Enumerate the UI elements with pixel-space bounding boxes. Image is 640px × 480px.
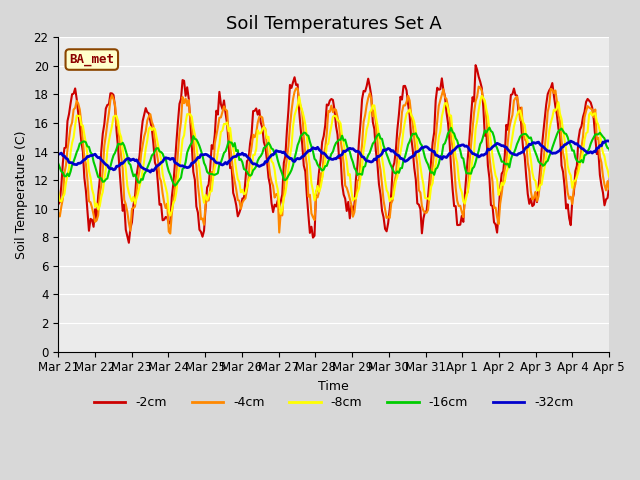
-2cm <box>93 216 100 222</box>
-4cm <box>166 231 174 237</box>
-32cm <box>358 154 366 160</box>
-2cm <box>74 110 82 116</box>
-32cm <box>93 154 100 159</box>
-32cm <box>74 160 82 166</box>
Legend: -2cm, -4cm, -8cm, -16cm, -32cm: -2cm, -4cm, -8cm, -16cm, -32cm <box>89 391 579 414</box>
-8cm <box>93 201 100 206</box>
-2cm <box>125 240 132 246</box>
-2cm <box>472 62 479 68</box>
-16cm <box>93 168 100 174</box>
-4cm <box>54 210 62 216</box>
Line: -16cm: -16cm <box>58 128 640 186</box>
-32cm <box>563 142 570 147</box>
-4cm <box>358 142 366 147</box>
-2cm <box>564 202 572 207</box>
-4cm <box>475 84 483 89</box>
Text: BA_met: BA_met <box>69 53 115 66</box>
-8cm <box>166 213 174 218</box>
-32cm <box>54 151 62 157</box>
-32cm <box>475 154 483 160</box>
Line: -4cm: -4cm <box>58 86 640 234</box>
-16cm <box>475 148 483 154</box>
-4cm <box>74 101 82 107</box>
Y-axis label: Soil Temperature (C): Soil Temperature (C) <box>15 130 28 259</box>
-16cm <box>74 146 82 152</box>
-16cm <box>358 172 366 178</box>
-4cm <box>476 84 484 90</box>
-32cm <box>147 169 154 175</box>
-4cm <box>564 190 572 195</box>
Title: Soil Temperatures Set A: Soil Temperatures Set A <box>226 15 442 33</box>
-8cm <box>54 190 62 195</box>
-8cm <box>358 164 366 169</box>
Line: -32cm: -32cm <box>58 140 640 172</box>
-8cm <box>475 107 483 113</box>
-8cm <box>478 93 486 99</box>
-16cm <box>486 125 493 131</box>
-4cm <box>93 217 100 223</box>
Line: -2cm: -2cm <box>58 65 640 243</box>
X-axis label: Time: Time <box>318 380 349 393</box>
-8cm <box>564 163 572 168</box>
-2cm <box>358 96 366 102</box>
-32cm <box>639 139 640 145</box>
-2cm <box>54 202 62 207</box>
-16cm <box>171 183 179 189</box>
-16cm <box>54 161 62 167</box>
-16cm <box>564 134 572 140</box>
-8cm <box>74 113 82 119</box>
-2cm <box>476 79 484 84</box>
Line: -8cm: -8cm <box>58 96 640 216</box>
